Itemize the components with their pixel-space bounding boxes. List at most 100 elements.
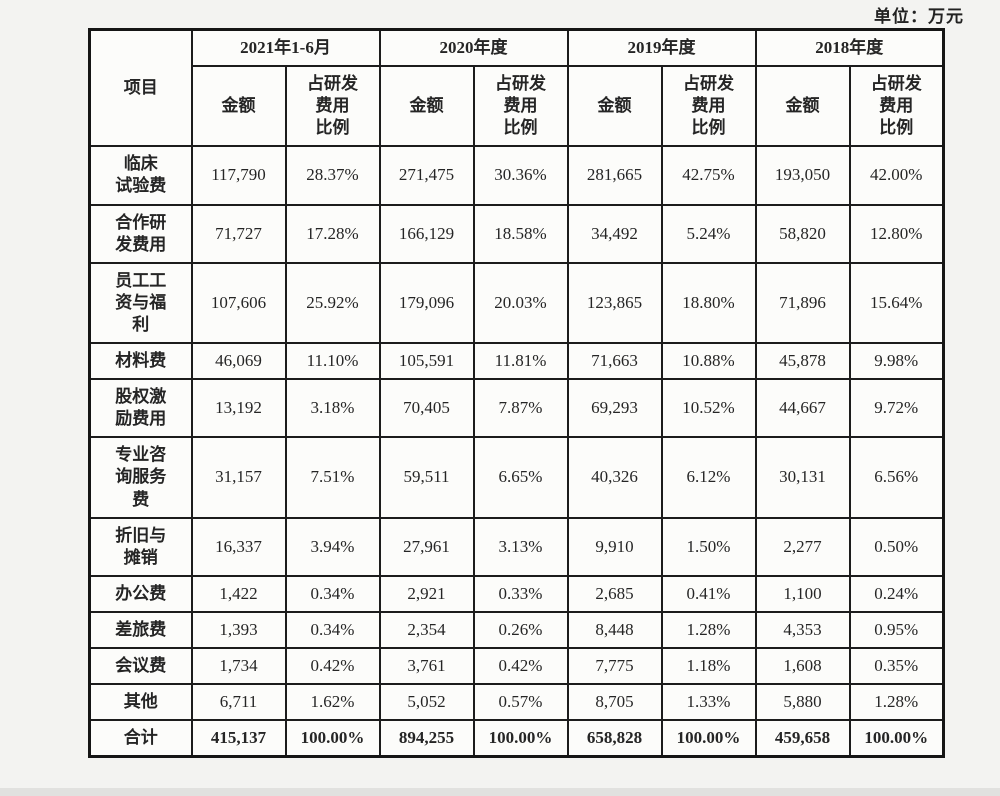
- ratio-cell: 100.00%: [284, 719, 381, 758]
- amount-cell: 271,475: [378, 145, 475, 206]
- ratio-cell: 0.34%: [284, 574, 381, 613]
- ratio-cell: 3.13%: [472, 516, 569, 577]
- row-label: 股权激 励费用: [88, 378, 193, 439]
- amount-cell: 193,050: [754, 145, 851, 206]
- amount-cell: 6,711: [190, 683, 287, 722]
- amount-cell: 71,663: [566, 342, 663, 381]
- amount-cell: 71,727: [190, 203, 287, 264]
- amount-cell: 27,961: [378, 516, 475, 577]
- table-row: 差旅费 1,393 0.34% 2,354 0.26% 8,448 1.28% 4,353 0.…: [88, 610, 945, 649]
- amount-cell: 58,820: [754, 203, 851, 264]
- amount-cell: 13,192: [190, 378, 287, 439]
- table-row: 专业咨 询服务 费 31,157 7.51% 59,511 6.65% 40,326 6.1…: [88, 436, 945, 519]
- ratio-cell: 0.42%: [472, 646, 569, 686]
- ratio-cell: 0.41%: [660, 574, 757, 613]
- amount-cell: 459,658: [754, 719, 851, 758]
- ratio-cell: 1.18%: [660, 646, 757, 686]
- amount-cell: 2,685: [566, 574, 663, 613]
- ratio-cell: 0.57%: [472, 683, 569, 722]
- amount-cell: 16,337: [190, 516, 287, 577]
- table-row: 其他 6,711 1.62% 5,052 0.57% 8,705 1.33% 5,880 1.2…: [88, 683, 945, 722]
- amount-cell: 8,448: [566, 610, 663, 649]
- ratio-cell: 9.98%: [848, 342, 945, 381]
- amount-cell: 2,277: [754, 516, 851, 577]
- ratio-cell: 1.33%: [660, 683, 757, 722]
- row-label: 会议费: [88, 646, 193, 686]
- row-label: 其他: [88, 683, 193, 722]
- amount-cell: 34,492: [566, 203, 663, 264]
- amount-cell: 1,100: [754, 574, 851, 613]
- ratio-cell: 42.00%: [848, 145, 945, 206]
- ratio-cell: 10.52%: [660, 378, 757, 439]
- row-label: 临床 试验费: [88, 145, 193, 206]
- ratio-cell: 11.81%: [472, 342, 569, 381]
- row-label: 专业咨 询服务 费: [88, 436, 193, 519]
- ratio-cell: 1.28%: [848, 683, 945, 722]
- amount-cell: 59,511: [378, 436, 475, 519]
- amount-cell: 31,157: [190, 436, 287, 519]
- rd-expense-table: 项目 2021年1-6月 2020年度 2019年度 2018年度 金额 占研发 费用 比例…: [88, 28, 945, 759]
- col-group-header-1: 2020年度: [378, 28, 569, 68]
- row-label: 差旅费: [88, 610, 193, 649]
- ratio-cell: 9.72%: [848, 378, 945, 439]
- ratio-cell: 0.50%: [848, 516, 945, 577]
- amount-cell: 105,591: [378, 342, 475, 381]
- amount-cell: 4,353: [754, 610, 851, 649]
- ratio-cell: 12.80%: [848, 203, 945, 264]
- ratio-cell: 0.42%: [284, 646, 381, 686]
- ratio-header-2: 占研发 费用 比例: [660, 65, 757, 148]
- table-row: 股权激 励费用 13,192 3.18% 70,405 7.87% 69,293 10.52…: [88, 378, 945, 439]
- amount-cell: 5,052: [378, 683, 475, 722]
- ratio-cell: 10.88%: [660, 342, 757, 381]
- ratio-header-0: 占研发 费用 比例: [284, 65, 381, 148]
- amount-cell: 1,422: [190, 574, 287, 613]
- table-head: 项目 2021年1-6月 2020年度 2019年度 2018年度 金额 占研发 费用 比例…: [88, 28, 945, 148]
- ratio-cell: 0.95%: [848, 610, 945, 649]
- ratio-cell: 3.18%: [284, 378, 381, 439]
- row-label: 合作研 发费用: [88, 203, 193, 264]
- amount-cell: 166,129: [378, 203, 475, 264]
- ratio-cell: 25.92%: [284, 261, 381, 345]
- row-label: 合计: [88, 719, 193, 758]
- amount-cell: 45,878: [754, 342, 851, 381]
- ratio-cell: 1.62%: [284, 683, 381, 722]
- amount-cell: 1,393: [190, 610, 287, 649]
- amount-cell: 2,921: [378, 574, 475, 613]
- ratio-header-1: 占研发 费用 比例: [472, 65, 569, 148]
- row-label: 员工工 资与福 利: [88, 261, 193, 345]
- amount-cell: 5,880: [754, 683, 851, 722]
- ratio-cell: 0.33%: [472, 574, 569, 613]
- ratio-cell: 6.12%: [660, 436, 757, 519]
- ratio-cell: 100.00%: [472, 719, 569, 758]
- table-body: 临床 试验费 117,790 28.37% 271,475 30.36% 281,665 4…: [88, 145, 945, 758]
- ratio-cell: 100.00%: [848, 719, 945, 758]
- ratio-cell: 30.36%: [472, 145, 569, 206]
- amount-cell: 69,293: [566, 378, 663, 439]
- amount-cell: 894,255: [378, 719, 475, 758]
- page-bottom-strip: [0, 788, 1000, 796]
- amount-cell: 44,667: [754, 378, 851, 439]
- amount-header-3: 金额: [754, 65, 851, 148]
- ratio-cell: 0.34%: [284, 610, 381, 649]
- ratio-cell: 15.64%: [848, 261, 945, 345]
- amount-cell: 70,405: [378, 378, 475, 439]
- amount-cell: 179,096: [378, 261, 475, 345]
- unit-label: 单位：万元: [874, 7, 964, 26]
- table-row: 临床 试验费 117,790 28.37% 271,475 30.36% 281,665 4…: [88, 145, 945, 206]
- amount-cell: 117,790: [190, 145, 287, 206]
- ratio-cell: 28.37%: [284, 145, 381, 206]
- amount-cell: 658,828: [566, 719, 663, 758]
- ratio-cell: 0.26%: [472, 610, 569, 649]
- ratio-cell: 7.51%: [284, 436, 381, 519]
- row-label: 折旧与 摊销: [88, 516, 193, 577]
- amount-header-0: 金额: [190, 65, 287, 148]
- amount-header-1: 金额: [378, 65, 475, 148]
- row-label: 办公费: [88, 574, 193, 613]
- ratio-cell: 18.58%: [472, 203, 569, 264]
- amount-cell: 7,775: [566, 646, 663, 686]
- amount-cell: 123,865: [566, 261, 663, 345]
- amount-cell: 1,734: [190, 646, 287, 686]
- amount-cell: 8,705: [566, 683, 663, 722]
- amount-cell: 281,665: [566, 145, 663, 206]
